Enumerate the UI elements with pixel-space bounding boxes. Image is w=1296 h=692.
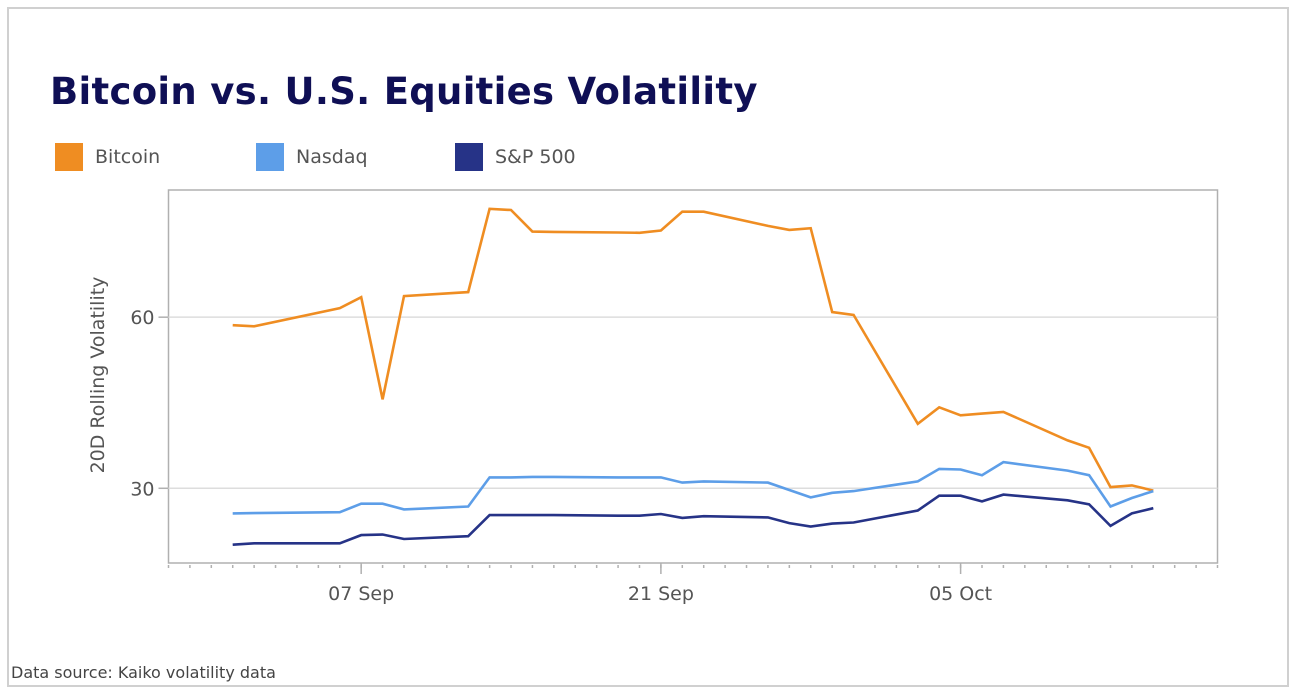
- x-tick-label: 21 Sep: [628, 583, 694, 605]
- legend-label-sp500: S&P 500: [495, 146, 576, 168]
- series-line-sp500: [232, 493, 1154, 546]
- chart-frame: [7, 7, 1289, 687]
- chart-title: Bitcoin vs. U.S. Equities Volatility: [50, 70, 758, 113]
- plot-area: [167, 189, 1219, 564]
- legend-swatch-sp500: [455, 143, 483, 171]
- x-tick-label: 07 Sep: [328, 583, 394, 605]
- data-source-note: Data source: Kaiko volatility data: [11, 663, 276, 682]
- x-tick-label: 05 Oct: [929, 583, 992, 605]
- legend-swatch-bitcoin: [55, 143, 83, 171]
- legend-item-sp500[interactable]: S&P 500: [455, 143, 576, 171]
- legend-swatch-nasdaq: [256, 143, 284, 171]
- y-tick-label: 60: [130, 307, 154, 329]
- legend-item-bitcoin[interactable]: Bitcoin: [55, 143, 160, 171]
- y-axis-label: 20D Rolling Volatility: [87, 277, 109, 474]
- legend-label-nasdaq: Nasdaq: [296, 146, 368, 168]
- y-tick-label: 30: [130, 478, 154, 500]
- legend-item-nasdaq[interactable]: Nasdaq: [256, 143, 368, 171]
- series-line-bitcoin: [232, 207, 1154, 492]
- legend-label-bitcoin: Bitcoin: [95, 146, 161, 168]
